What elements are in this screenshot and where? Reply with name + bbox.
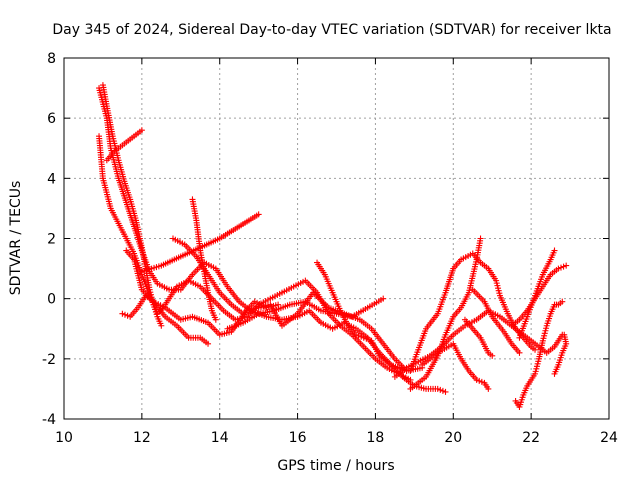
data-point bbox=[437, 386, 444, 393]
series-track-m bbox=[407, 250, 539, 374]
y-axis-label: SDTVAR / TECUs bbox=[8, 181, 24, 296]
data-point bbox=[352, 331, 359, 338]
x-tick-label: 20 bbox=[444, 430, 462, 446]
x-tick-label: 24 bbox=[600, 430, 618, 446]
data-point bbox=[380, 295, 387, 302]
data-point bbox=[439, 387, 446, 394]
data-point bbox=[358, 333, 365, 340]
data-point bbox=[121, 311, 128, 318]
x-tick-label: 10 bbox=[55, 430, 73, 446]
data-point bbox=[555, 265, 562, 272]
data-point bbox=[560, 263, 567, 270]
series-track-e bbox=[123, 247, 410, 374]
data-point bbox=[255, 211, 262, 218]
y-tick-label: -4 bbox=[42, 412, 56, 428]
data-point bbox=[478, 378, 485, 385]
data-point bbox=[212, 316, 219, 323]
data-point bbox=[363, 335, 370, 342]
data-point bbox=[551, 247, 558, 254]
data-point bbox=[138, 127, 145, 134]
series-track-o bbox=[419, 340, 492, 392]
series-track-k bbox=[314, 259, 426, 374]
data-point bbox=[559, 298, 566, 305]
data-point bbox=[434, 385, 441, 392]
y-tick-label: -2 bbox=[42, 352, 56, 368]
data-point bbox=[275, 301, 282, 308]
x-axis-label: GPS time / hours bbox=[277, 458, 394, 474]
data-point bbox=[561, 331, 568, 338]
series-track-s bbox=[516, 247, 558, 341]
y-tick-label: 0 bbox=[47, 292, 56, 308]
series-track-f bbox=[119, 292, 212, 347]
x-tick-label: 22 bbox=[522, 430, 540, 446]
data-point bbox=[355, 332, 362, 339]
x-tick-label: 12 bbox=[133, 430, 151, 446]
data-point bbox=[489, 352, 496, 359]
data-point bbox=[485, 385, 492, 392]
x-tick-label: 18 bbox=[367, 430, 385, 446]
series-track-p bbox=[461, 316, 496, 359]
series-track-c bbox=[103, 127, 145, 164]
data-point bbox=[205, 340, 212, 347]
data-point bbox=[360, 334, 367, 341]
data-point bbox=[476, 377, 483, 384]
data-point bbox=[119, 310, 126, 317]
series-track-d bbox=[96, 133, 414, 383]
x-tick-label: 14 bbox=[211, 430, 229, 446]
data-point bbox=[563, 262, 570, 269]
data-point bbox=[407, 376, 414, 383]
grid bbox=[64, 58, 609, 419]
y-tick-label: 6 bbox=[47, 111, 56, 127]
series-track-j bbox=[224, 295, 387, 332]
data-point bbox=[477, 235, 484, 242]
y-tick-label: 8 bbox=[47, 51, 56, 67]
data-point bbox=[532, 346, 539, 353]
series-track-q bbox=[469, 286, 523, 356]
data-point bbox=[124, 312, 131, 319]
series-track-u bbox=[551, 331, 570, 377]
series-track-i bbox=[189, 196, 219, 323]
x-tick-label: 16 bbox=[289, 430, 307, 446]
series-track-t bbox=[512, 298, 566, 410]
data-point bbox=[442, 388, 449, 395]
plot-area bbox=[96, 82, 570, 410]
y-tick-label: 4 bbox=[47, 171, 56, 187]
chart-title: Day 345 of 2024, Sidereal Day-to-day VTE… bbox=[52, 22, 611, 38]
data-point bbox=[473, 376, 480, 383]
y-tick-label: 2 bbox=[47, 232, 56, 248]
data-point bbox=[557, 264, 564, 271]
data-point bbox=[516, 349, 523, 356]
data-point bbox=[158, 322, 165, 329]
data-point bbox=[365, 336, 372, 343]
series-track-g bbox=[138, 211, 262, 275]
